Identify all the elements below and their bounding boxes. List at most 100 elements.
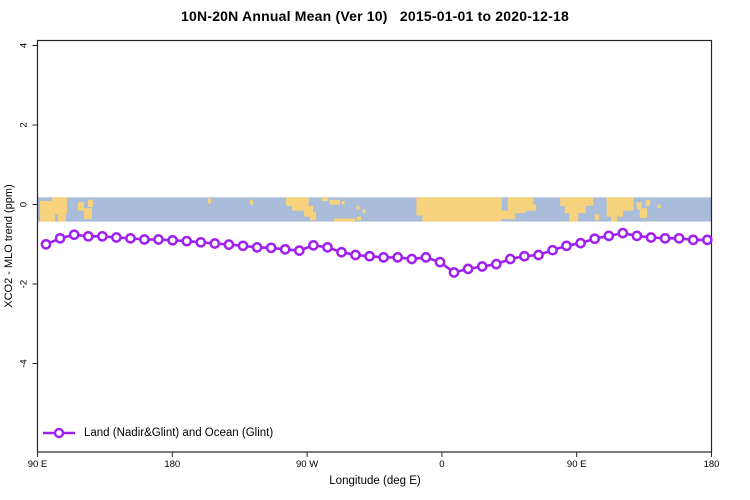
data-point (350, 249, 361, 261)
map-band-land-patch (645, 199, 651, 206)
map-band-land-patch (611, 216, 618, 222)
data-point (547, 244, 558, 256)
data-point (476, 261, 488, 272)
map-band-land-patch (524, 204, 537, 211)
map-band-land-patch (636, 202, 642, 210)
map-band-land-patch (564, 205, 586, 214)
data-point (279, 244, 291, 255)
y-tick-label: -4 (19, 359, 30, 367)
data-point (504, 253, 516, 265)
x-tick-label: 0 (439, 459, 444, 470)
y-tick-label: 2 (19, 122, 30, 127)
map-band-land-patch (501, 210, 516, 220)
data-point (406, 253, 418, 265)
data-point (237, 240, 249, 252)
map-band-land-patch (52, 197, 68, 215)
map-band-land-patch (422, 215, 442, 222)
data-point (195, 236, 207, 248)
legend-marker-icon (43, 427, 75, 439)
data-point (631, 230, 643, 242)
data-point (308, 240, 319, 251)
data-point (701, 234, 713, 246)
x-tick-label: 90 E (28, 459, 48, 470)
data-point (181, 235, 193, 247)
data-point (40, 238, 52, 250)
legend-label: Land (Nadir&Glint) and Ocean (Glint) (84, 427, 274, 439)
data-point (167, 234, 178, 246)
map-band-land-patch (519, 197, 534, 206)
data-point (82, 230, 94, 242)
map-band-land-patch (620, 197, 634, 211)
map-band-land-patch (594, 214, 600, 221)
map-band-land-patch (341, 200, 345, 205)
data-point (336, 246, 347, 258)
data-point (490, 258, 502, 270)
data-point (54, 232, 66, 244)
map-band-land-patch (40, 200, 56, 222)
map-band-land-patch (356, 216, 362, 221)
x-tick-label: 90 W (296, 459, 318, 470)
map-band-land-patch (356, 205, 360, 210)
x-axis-title: Longitude (deg E) (329, 475, 421, 487)
data-point (575, 237, 586, 249)
data-point (97, 230, 108, 242)
data-point (293, 245, 305, 256)
data-point (153, 234, 164, 245)
data-point (533, 249, 544, 261)
x-tick-label: 180 (704, 459, 720, 470)
data-point (617, 227, 629, 239)
legend: Land (Nadir&Glint) and Ocean (Glint) (42, 427, 273, 439)
data-point (420, 252, 432, 263)
map-band-land-patch (304, 205, 314, 217)
map-band-land-patch (362, 209, 366, 214)
data-point (687, 234, 699, 246)
data-point (378, 252, 389, 263)
map-band-land-patch (416, 197, 442, 216)
data-point (139, 234, 150, 245)
y-tick-label: 0 (19, 202, 30, 207)
map-band-land-patch (250, 199, 254, 205)
map-band-land-patch (639, 208, 648, 218)
data-point (68, 229, 80, 241)
map-band-land-patch (334, 218, 356, 222)
data-point (251, 242, 263, 253)
data-point (589, 233, 601, 245)
data-point (125, 232, 136, 244)
y-tick-label: 4 (19, 43, 30, 48)
chart-title: 10N-20N Annual Mean (Ver 10) 2015-01-01 … (181, 8, 569, 24)
data-point (561, 240, 572, 252)
y-axis-title: XCO2 - MLO trend (ppm) (3, 184, 15, 308)
data-point (448, 267, 460, 278)
map-band-land-patch (322, 197, 329, 201)
data-point (519, 250, 530, 262)
x-tick-label: 180 (164, 459, 180, 470)
map-band-land-patch (441, 197, 502, 222)
data-point (462, 263, 474, 275)
map-band-land-patch (77, 202, 84, 211)
map-band-land-patch (208, 198, 212, 204)
data-point (392, 252, 404, 263)
data-point (603, 230, 615, 242)
map-band-land-patch (569, 213, 579, 222)
plot-frame (36, 39, 713, 453)
map-band-land-patch (286, 197, 296, 206)
y-tick-label: -2 (19, 280, 30, 288)
data-point (223, 239, 235, 250)
map-band-land-patch (83, 208, 93, 220)
map-band-land-patch (58, 214, 66, 222)
data-point (659, 232, 671, 244)
data-point (265, 242, 277, 254)
x-tick-label: 90 E (567, 459, 587, 470)
data-point (364, 250, 375, 262)
map-band-land-patch (310, 211, 317, 221)
map-band-land-patch (560, 197, 594, 206)
data-point (673, 232, 685, 244)
map-band-land-patch (329, 199, 341, 205)
data-point (322, 242, 333, 253)
map-band-land-patch (606, 197, 624, 217)
data-point (434, 256, 446, 268)
data-point (645, 232, 657, 243)
map-band-land-patch (87, 199, 93, 208)
data-point (209, 238, 221, 249)
